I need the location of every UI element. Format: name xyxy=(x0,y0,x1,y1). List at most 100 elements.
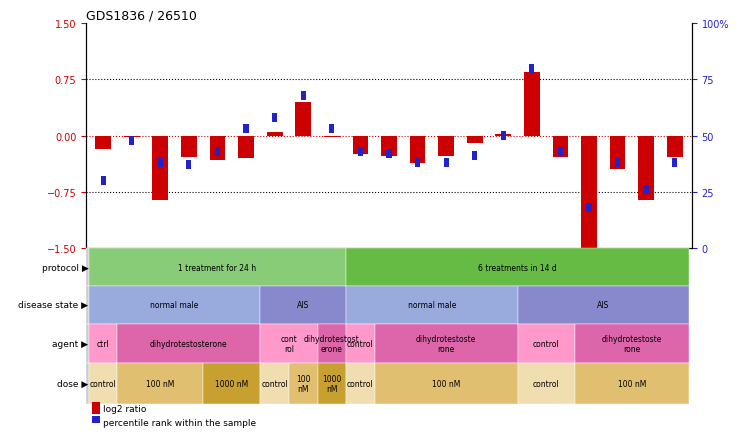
Bar xyxy=(530,64,534,73)
Text: 100 nM: 100 nM xyxy=(432,379,460,388)
Bar xyxy=(346,363,375,404)
Text: 1 treatment for 24 h: 1 treatment for 24 h xyxy=(179,263,257,272)
Bar xyxy=(518,363,574,404)
Text: 1000 nM: 1000 nM xyxy=(215,379,248,388)
Bar xyxy=(260,363,289,404)
Bar xyxy=(438,136,454,157)
Bar xyxy=(329,125,334,134)
Text: dose ▶: dose ▶ xyxy=(57,379,88,388)
Text: log2 ratio: log2 ratio xyxy=(103,404,147,413)
Bar xyxy=(92,402,100,414)
Bar xyxy=(387,150,391,159)
Bar xyxy=(124,136,140,138)
Bar xyxy=(203,363,260,404)
Bar xyxy=(553,136,568,158)
Text: 100
nM: 100 nM xyxy=(296,374,310,393)
Bar xyxy=(153,136,168,200)
Text: agent ▶: agent ▶ xyxy=(52,339,88,348)
Bar xyxy=(89,249,346,286)
Bar xyxy=(117,324,260,363)
Bar xyxy=(472,152,477,161)
Bar xyxy=(518,324,574,363)
Bar xyxy=(638,136,654,200)
Bar xyxy=(495,135,511,136)
Text: dihydrotestosterone: dihydrotestosterone xyxy=(150,339,227,348)
Text: cont
rol: cont rol xyxy=(280,334,297,353)
Text: AIS: AIS xyxy=(597,301,610,309)
Text: control: control xyxy=(347,339,374,348)
Bar xyxy=(667,136,683,158)
Bar xyxy=(129,136,135,145)
Text: control: control xyxy=(533,339,560,348)
Bar xyxy=(524,72,540,136)
Bar xyxy=(267,133,283,136)
Bar xyxy=(467,136,482,144)
Bar xyxy=(100,177,105,186)
Bar xyxy=(381,136,397,157)
Text: ctrl: ctrl xyxy=(96,339,109,348)
Bar xyxy=(375,363,518,404)
Bar xyxy=(92,416,100,428)
Bar xyxy=(574,324,689,363)
Bar xyxy=(238,136,254,159)
Bar xyxy=(358,148,363,157)
Bar xyxy=(581,136,597,249)
Bar xyxy=(95,136,111,150)
Text: 6 treatments in 14 d: 6 treatments in 14 d xyxy=(478,263,557,272)
Text: 100 nM: 100 nM xyxy=(146,379,174,388)
Text: dihydrotestoste
rone: dihydrotestoste rone xyxy=(601,334,662,353)
Bar xyxy=(86,363,89,404)
Bar xyxy=(86,324,89,363)
Bar xyxy=(158,159,163,168)
Text: control: control xyxy=(533,379,560,388)
Text: dihydrotestoste
rone: dihydrotestoste rone xyxy=(416,334,476,353)
Bar xyxy=(346,249,689,286)
Bar xyxy=(518,286,689,324)
Text: control: control xyxy=(347,379,374,388)
Bar xyxy=(260,286,346,324)
Bar xyxy=(272,114,278,123)
Bar xyxy=(181,136,197,158)
Bar xyxy=(574,363,689,404)
Bar xyxy=(672,159,678,168)
Bar xyxy=(209,136,225,160)
Bar xyxy=(89,286,260,324)
Bar xyxy=(89,363,117,404)
Bar xyxy=(215,148,220,157)
Text: control: control xyxy=(261,379,288,388)
Bar xyxy=(410,136,426,164)
Text: AIS: AIS xyxy=(297,301,310,309)
Bar xyxy=(615,159,620,168)
Text: percentile rank within the sample: percentile rank within the sample xyxy=(103,418,257,427)
Bar xyxy=(117,363,203,404)
Bar xyxy=(324,136,340,138)
Bar xyxy=(415,159,420,168)
Bar xyxy=(86,249,89,286)
Bar xyxy=(610,136,625,170)
Text: GDS1836 / 26510: GDS1836 / 26510 xyxy=(86,10,197,23)
Bar xyxy=(643,186,649,195)
Bar xyxy=(295,102,311,136)
Bar xyxy=(346,324,375,363)
Bar xyxy=(586,204,592,213)
Bar xyxy=(317,363,346,404)
Text: 1000
nM: 1000 nM xyxy=(322,374,342,393)
Text: control: control xyxy=(90,379,117,388)
Bar xyxy=(89,324,117,363)
Text: disease state ▶: disease state ▶ xyxy=(18,301,88,309)
Bar xyxy=(352,136,368,155)
Bar xyxy=(317,324,346,363)
Bar xyxy=(260,324,317,363)
Bar xyxy=(186,161,191,170)
Bar xyxy=(346,286,518,324)
Bar xyxy=(301,91,306,100)
Text: 100 nM: 100 nM xyxy=(618,379,646,388)
Bar xyxy=(500,132,506,141)
Bar xyxy=(558,148,563,157)
Bar xyxy=(375,324,518,363)
Bar xyxy=(289,363,317,404)
Text: dihydrotestost
erone: dihydrotestost erone xyxy=(304,334,360,353)
Text: protocol ▶: protocol ▶ xyxy=(42,263,88,272)
Text: normal male: normal male xyxy=(150,301,199,309)
Bar xyxy=(244,125,248,134)
